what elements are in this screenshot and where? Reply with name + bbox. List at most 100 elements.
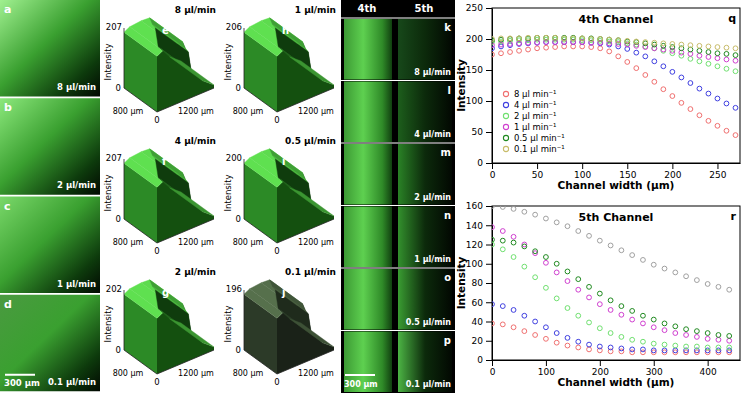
rate-label: 0.1 µl/min [285, 267, 336, 277]
channel-strip [344, 144, 392, 205]
data-point [724, 128, 729, 133]
surface-top [275, 159, 311, 202]
data-point [522, 313, 527, 318]
data-point [705, 345, 710, 350]
data-point [544, 260, 549, 265]
data-point [673, 348, 678, 353]
data-point [694, 278, 699, 283]
data-point [580, 36, 585, 41]
data-point [706, 55, 711, 60]
data-point [651, 262, 656, 267]
data-point [553, 45, 558, 50]
data-point [706, 91, 711, 96]
data-point [688, 56, 693, 61]
data-point [706, 50, 711, 55]
data-point [533, 275, 538, 280]
z-max: 206 [226, 22, 242, 32]
data-point [597, 344, 602, 349]
x-label: 1200 µm [298, 369, 334, 378]
legend-label: 4 µl min⁻¹ [514, 100, 557, 110]
tick: 50 [532, 163, 544, 180]
data-point [576, 277, 581, 282]
data-point [492, 225, 494, 230]
z-label: Intensity [223, 44, 233, 81]
tick-mark [486, 302, 492, 303]
tick: 80 [472, 278, 492, 288]
tick: 200 [664, 163, 681, 180]
surface-top [155, 159, 191, 202]
tick: 150 [466, 65, 492, 75]
tick-label: 50 [532, 170, 544, 180]
tick-mark [492, 360, 493, 366]
strip-divider [341, 330, 455, 331]
legend-marker [503, 113, 508, 118]
legend-label: 0.1 µl min⁻¹ [514, 144, 565, 154]
data-point [587, 295, 592, 300]
data-point [625, 60, 630, 65]
data-point [662, 266, 667, 271]
surface-top [170, 319, 214, 347]
panel-letter: m [441, 147, 451, 158]
data-point [608, 308, 613, 313]
data-point [634, 66, 639, 71]
data-point [641, 258, 646, 263]
data-point [673, 343, 678, 348]
rate-label: 0.5 µl/min [406, 318, 452, 327]
data-point [706, 61, 711, 66]
data-points [492, 206, 732, 355]
y-label: 800 µm [113, 369, 144, 378]
data-point [688, 107, 693, 112]
surface-plot: 2070Intensity0800 µm1200 µm8 µl/mine [103, 5, 216, 125]
data-point [733, 133, 738, 138]
x-label: 1200 µm [298, 238, 334, 247]
data-point [670, 42, 675, 47]
data-point [576, 287, 581, 292]
panel-letter: k [444, 22, 451, 33]
rate-label: 2 µl/min [175, 267, 216, 277]
tick-mark [486, 245, 492, 246]
tick-mark [492, 163, 493, 169]
x-axis-title: Channel width (µm) [558, 376, 675, 388]
data-point [630, 317, 635, 322]
origin-label: 0 [154, 246, 159, 256]
tick-mark [486, 39, 492, 40]
tick-label: 250 [709, 170, 726, 180]
data-point [597, 302, 602, 307]
data-point [608, 331, 613, 336]
data-point [651, 341, 656, 346]
z-axis [124, 159, 125, 219]
data-point [619, 312, 624, 317]
data-point [661, 41, 666, 46]
tick: 250 [466, 3, 492, 13]
z-max: 207 [106, 153, 122, 163]
chart: 0501001502002500501001502002504th Channe… [455, 3, 741, 191]
channel-strip [344, 82, 392, 143]
data-point [634, 50, 639, 55]
tick: 150 [619, 163, 636, 180]
data-point [607, 49, 612, 54]
data-point [535, 35, 540, 40]
data-point [544, 35, 549, 40]
surface-top [290, 188, 334, 216]
data-point [499, 51, 504, 56]
surface-plot: 2060Intensity0800 µm1200 µm1 µl/minh [223, 5, 336, 125]
panel-letter: b [4, 101, 12, 114]
z-axis [124, 28, 125, 88]
tick: 120 [466, 240, 492, 250]
surface-top [170, 57, 214, 85]
data-point [697, 86, 702, 91]
surface-top [170, 188, 214, 216]
data-point [500, 229, 505, 234]
y-axis-title: Intensity [455, 256, 467, 309]
data-point [508, 50, 513, 55]
data-point [733, 58, 738, 63]
data-point [500, 238, 505, 243]
panel-letter: d [4, 298, 12, 311]
data-point [697, 59, 702, 64]
tick-label: 80 [472, 278, 484, 288]
data-point [684, 344, 689, 349]
scale-bar-label: 300 µm [344, 380, 378, 389]
panel-letter: p [444, 335, 451, 346]
tick: 100 [466, 259, 492, 269]
tick-label: 20 [472, 336, 484, 346]
